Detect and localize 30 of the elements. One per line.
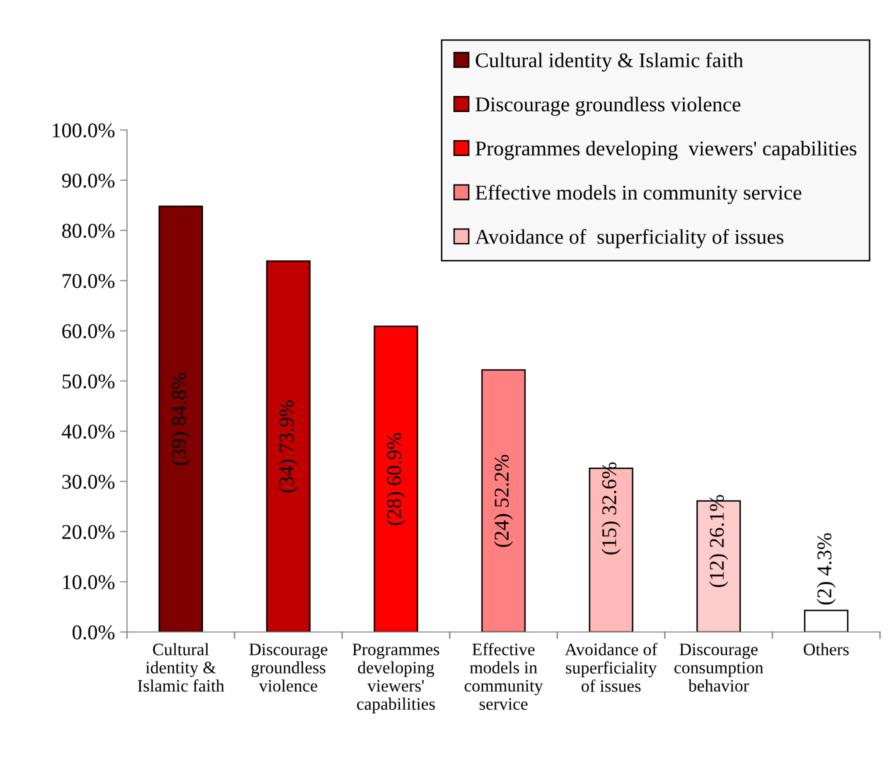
y-tick-label: 60.0% — [62, 324, 114, 338]
y-tick-label: 90.0% — [62, 174, 114, 188]
legend-label: Cultural identity & Islamic faith — [476, 52, 744, 72]
x-tick-label: Programmes developing viewers' capabilities — [352, 644, 440, 714]
y-tick-label: 50.0% — [62, 374, 114, 389]
data-label: (15) 32.6% — [602, 462, 621, 554]
y-tick-label: 80.0% — [62, 224, 114, 238]
legend-label: Programmes developing viewers' capabilities — [476, 140, 856, 160]
x-tick-label: Discourage consumption behavior — [674, 644, 764, 692]
data-label: (34) 73.9% — [278, 400, 298, 492]
data-label: (2) 4.3% — [816, 533, 836, 604]
x-tick-label: Cultural identity & Islamic faith — [138, 643, 224, 692]
y-tick-label: 10.0% — [63, 575, 114, 590]
x-tick-label: Discourage groundless violence — [249, 644, 328, 692]
y-tick-label: 30.0% — [62, 474, 114, 489]
legend-label: Avoidance of superficiality of issues — [475, 229, 784, 248]
y-tick-label: 0.0% — [72, 625, 114, 640]
data-label: (24) 52.2% — [494, 454, 513, 547]
x-tick-label: Effective models in community service — [464, 642, 543, 710]
legend-label: Discourage groundless violence — [476, 96, 740, 116]
y-tick-label: 20.0% — [62, 524, 114, 540]
data-label: (28) 60.9% — [386, 432, 406, 526]
y-tick-label: 70.0% — [62, 274, 114, 288]
legend-label: Effective models in community service — [476, 184, 802, 204]
y-tick-label: 100.0% — [52, 123, 114, 138]
x-tick-label: Avoidance of superficiality of issues — [564, 642, 658, 692]
x-tick-label: Others — [804, 643, 849, 656]
data-label: (12) 26.1% — [709, 494, 728, 588]
y-tick-label: 40.0% — [62, 424, 114, 439]
data-label: (39) 84.8% — [171, 372, 190, 466]
